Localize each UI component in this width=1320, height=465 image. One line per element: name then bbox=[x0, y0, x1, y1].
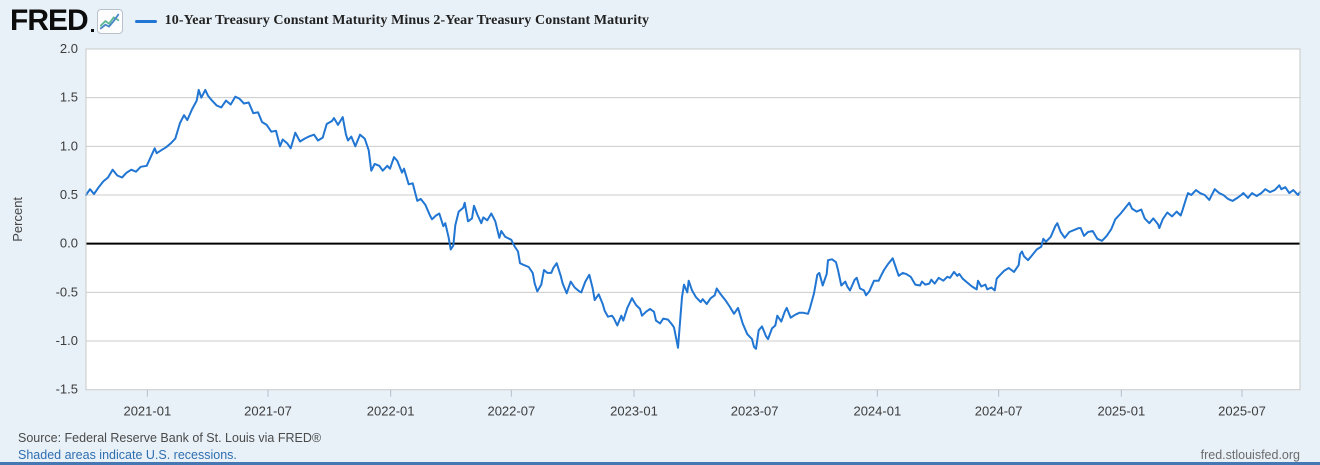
x-tick-label: 2022-07 bbox=[487, 403, 535, 418]
y-tick-label: -0.5 bbox=[56, 284, 78, 299]
fred-site-link[interactable]: fred.stlouisfed.org bbox=[1200, 448, 1300, 462]
y-tick-label: -1.0 bbox=[56, 333, 78, 348]
series-line[interactable] bbox=[85, 88, 1301, 350]
chart-header: FRED 10-Year Treasury Constant Maturity … bbox=[10, 6, 649, 36]
x-tick-label: 2025-07 bbox=[1218, 403, 1266, 418]
y-tick-label: 1.5 bbox=[60, 90, 78, 105]
x-tick-label: 2025-01 bbox=[1097, 403, 1145, 418]
chart-footer: Source: Federal Reserve Bank of St. Loui… bbox=[18, 430, 1302, 463]
y-tick-label: 1.0 bbox=[60, 138, 78, 153]
trademark-dot-icon bbox=[90, 29, 94, 32]
fred-logo[interactable]: FRED bbox=[10, 4, 94, 37]
plot-background bbox=[86, 49, 1300, 390]
y-tick-label: -1.5 bbox=[56, 382, 78, 397]
x-tick-label: 2023-07 bbox=[731, 403, 779, 418]
x-tick-label: 2022-01 bbox=[367, 403, 415, 418]
x-tick-label: 2023-01 bbox=[610, 403, 658, 418]
x-tick-label: 2024-01 bbox=[853, 403, 901, 418]
x-tick-label: 2021-07 bbox=[244, 403, 292, 418]
y-tick-label: 0.0 bbox=[60, 236, 78, 251]
bottom-accent-bar bbox=[0, 462, 1320, 465]
series-title-link[interactable]: 10-Year Treasury Constant Maturity Minus… bbox=[164, 13, 650, 28]
fred-logo-text: FRED bbox=[10, 4, 89, 37]
plot-border bbox=[85, 48, 1301, 391]
recession-note-link[interactable]: Shaded areas indicate U.S. recessions. bbox=[18, 448, 237, 462]
legend-line-swatch bbox=[134, 19, 157, 23]
y-tick-label: 0.5 bbox=[60, 187, 78, 202]
x-tick-label: 2021-01 bbox=[123, 403, 171, 418]
source-text: Source: Federal Reserve Bank of St. Loui… bbox=[18, 431, 322, 445]
sparkline-chart-icon bbox=[96, 8, 123, 34]
x-tick-label: 2024-07 bbox=[975, 403, 1023, 418]
y-axis-title: Percent bbox=[10, 197, 25, 242]
y-tick-label: 2.0 bbox=[60, 41, 78, 56]
